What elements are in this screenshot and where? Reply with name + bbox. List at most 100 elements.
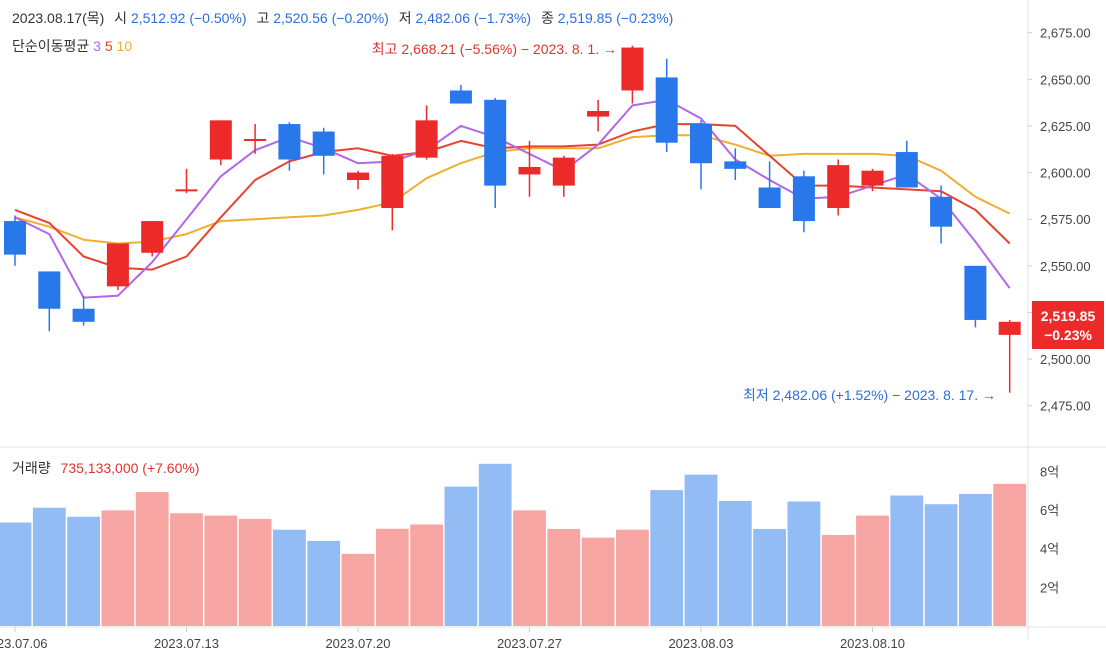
volume-bar xyxy=(650,490,684,626)
volume-bar xyxy=(581,537,615,626)
last-price-badge-bg xyxy=(1032,301,1104,349)
candle-body xyxy=(381,155,404,209)
candle-body xyxy=(347,172,369,181)
candlesticks xyxy=(4,45,1021,393)
ma-period-10: 10 xyxy=(116,38,133,54)
candle-body xyxy=(552,157,575,186)
price-y-tick-label: 2,625.00 xyxy=(1040,119,1091,134)
volume-bar xyxy=(547,528,581,626)
max-price-annotation: 최고 2,668.21 (−5.56%) − 2023. 8. 1. → xyxy=(372,41,617,57)
candle-body xyxy=(895,152,918,188)
candle xyxy=(106,243,129,291)
annotations: 최고 2,668.21 (−5.56%) − 2023. 8. 1. → 최저 … xyxy=(372,41,996,403)
ma-period-3: 3 xyxy=(93,38,101,54)
candle xyxy=(449,84,472,104)
candle-body xyxy=(209,120,232,160)
candle xyxy=(347,170,369,190)
candle xyxy=(724,148,747,181)
x-tick-label: 2023.08.10 xyxy=(840,636,905,651)
volume-bar xyxy=(890,495,924,626)
volume-bar xyxy=(684,474,718,626)
ma-legend-label: 단순이동평균 xyxy=(12,38,90,54)
volume-bar xyxy=(204,515,238,626)
volume-bar xyxy=(273,529,306,626)
price-y-tick-label: 2,600.00 xyxy=(1040,166,1091,181)
price-y-tick-label: 2,500.00 xyxy=(1040,352,1091,367)
ma-legend: 단순이동평균 3 5 10 xyxy=(12,36,132,56)
candle-body xyxy=(758,187,781,209)
grid xyxy=(0,0,1106,640)
volume-bar xyxy=(0,522,32,626)
candle-body xyxy=(278,124,301,160)
volume-bar xyxy=(307,540,341,626)
ma3-line xyxy=(14,98,1011,299)
last-price-change: −0.23% xyxy=(1044,327,1092,343)
volume-y-tick-label: 4억 xyxy=(1040,542,1059,557)
volume-bar xyxy=(959,493,992,626)
candle-body xyxy=(518,166,541,175)
candle xyxy=(175,168,198,194)
candle-body xyxy=(690,124,712,164)
candle xyxy=(895,140,918,188)
volume-bar xyxy=(787,501,821,626)
volume-bars xyxy=(0,463,1027,626)
volume-y-tick-label: 8억 xyxy=(1040,464,1059,479)
candle-body xyxy=(312,131,335,156)
high-label: 고 xyxy=(256,10,270,26)
candle-body xyxy=(930,196,953,227)
x-tick-label: 2023.07.13 xyxy=(154,636,219,651)
candle-body xyxy=(4,221,26,255)
volume-bar xyxy=(821,534,855,626)
low-value: 2,482.06 (−1.73%) xyxy=(415,10,532,26)
price-y-tick-label: 2,675.00 xyxy=(1040,26,1091,41)
candle-body xyxy=(415,120,438,158)
close-label: 종 xyxy=(540,10,554,26)
last-price-value: 2,519.85 xyxy=(1041,308,1096,324)
candle xyxy=(655,58,678,153)
volume-y-tick-label: 2억 xyxy=(1040,580,1059,595)
candle-body xyxy=(38,271,61,309)
x-tick-label: 2023.07.20 xyxy=(325,636,390,651)
candle xyxy=(4,215,26,266)
candle-body xyxy=(621,47,644,91)
candle-body xyxy=(792,176,815,222)
candle-body xyxy=(724,161,747,169)
candle xyxy=(690,120,712,190)
x-tick-label: 2023.08.03 xyxy=(668,636,733,651)
volume-bar xyxy=(32,507,66,626)
candle xyxy=(621,45,644,104)
candle xyxy=(758,161,781,209)
candle xyxy=(964,265,987,328)
moving-average-lines xyxy=(14,98,1011,299)
volume-bar xyxy=(753,528,786,626)
ohlc-header: 2023.08.17(목) 시 2,512.92 (−0.50%) 고 2,52… xyxy=(12,8,673,28)
volume-bar xyxy=(616,529,649,626)
candle-body xyxy=(827,165,850,209)
candle-body xyxy=(244,138,267,141)
open-value: 2,512.92 (−0.50%) xyxy=(130,10,247,26)
candle xyxy=(484,97,507,209)
price-y-tick-label: 2,575.00 xyxy=(1040,212,1091,227)
candle xyxy=(827,159,850,216)
candle-body xyxy=(861,170,884,186)
candle xyxy=(244,124,267,154)
low-label: 저 xyxy=(398,10,412,26)
volume-header: 거래량 735,133,000 (+7.60%) xyxy=(12,458,199,478)
last-price-badge: 2,519.85 −0.23% xyxy=(1032,301,1104,349)
volume-bar xyxy=(135,492,169,626)
candle xyxy=(209,120,232,166)
volume-bar xyxy=(718,500,752,626)
close-value: 2,519.85 (−0.23%) xyxy=(557,10,674,26)
candle-body xyxy=(655,77,678,143)
volume-bar xyxy=(67,516,100,626)
candle xyxy=(518,140,541,197)
candle-body xyxy=(175,189,198,192)
x-tick-label: 2023.07.06 xyxy=(0,636,48,651)
volume-bar xyxy=(993,483,1027,626)
price-y-tick-label: 2,475.00 xyxy=(1040,399,1091,414)
candle xyxy=(278,122,301,171)
candle-body xyxy=(998,321,1021,335)
open-label: 시 xyxy=(114,10,128,26)
volume-bar xyxy=(375,528,409,626)
